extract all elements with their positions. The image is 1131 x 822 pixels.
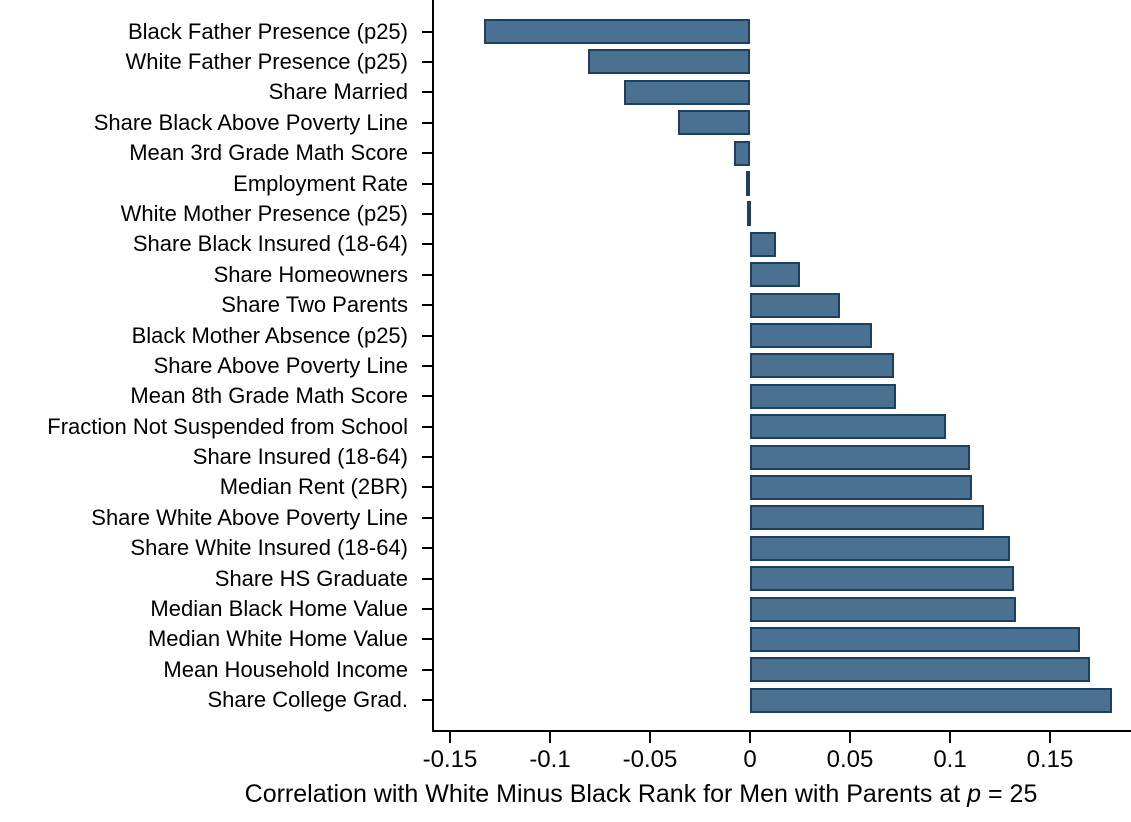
bar xyxy=(624,79,750,105)
category-label: Share White Insured (18-64) xyxy=(130,535,408,561)
category-label: Share Black Above Poverty Line xyxy=(93,109,408,135)
category-label: Mean Household Income xyxy=(163,656,408,682)
bar xyxy=(734,140,750,166)
bar xyxy=(750,414,946,440)
category-label: Share Black Insured (18-64) xyxy=(132,231,408,257)
category-label: White Father Presence (p25) xyxy=(125,48,408,74)
y-tick xyxy=(422,547,433,550)
category-label: Median White Home Value xyxy=(147,626,408,652)
x-tick-label: -0.05 xyxy=(622,746,678,773)
x-tick-label: -0.1 xyxy=(529,746,571,773)
y-tick xyxy=(422,456,433,459)
category-label: Share Married xyxy=(268,79,408,105)
y-tick xyxy=(422,152,433,155)
x-tick xyxy=(749,732,751,743)
category-label: Black Father Presence (p25) xyxy=(127,18,408,44)
category-label: White Mother Presence (p25) xyxy=(120,200,408,226)
y-tick xyxy=(422,425,433,428)
category-label: Share Two Parents xyxy=(221,292,408,318)
category-label: Share HS Graduate xyxy=(214,565,408,591)
category-label: Share College Grad. xyxy=(207,687,408,713)
y-tick xyxy=(422,516,433,519)
x-tick-label: 0.1 xyxy=(933,746,967,773)
category-label: Share Insured (18-64) xyxy=(192,444,408,470)
bar xyxy=(750,626,1080,652)
y-tick xyxy=(422,182,433,185)
y-tick xyxy=(422,304,433,307)
x-axis-title-suffix: = 25 xyxy=(981,780,1038,808)
category-label: Employment Rate xyxy=(233,170,408,196)
y-axis-line xyxy=(432,0,434,732)
y-tick xyxy=(422,334,433,337)
bar xyxy=(750,323,872,348)
y-tick xyxy=(422,121,433,124)
y-tick xyxy=(422,608,433,611)
category-label: Median Black Home Value xyxy=(150,596,408,622)
category-label: Share Above Poverty Line xyxy=(153,352,408,378)
y-tick xyxy=(422,243,433,246)
bar xyxy=(750,535,1010,561)
y-tick xyxy=(422,273,433,276)
x-axis-title-prefix: Correlation with White Minus Black Rank … xyxy=(244,780,968,808)
category-label: Share Homeowners xyxy=(213,261,408,287)
x-axis-title: Correlation with White Minus Black Rank … xyxy=(245,780,1038,809)
y-tick xyxy=(422,395,433,398)
y-tick xyxy=(422,668,433,671)
x-tick xyxy=(849,732,851,743)
bar xyxy=(750,383,896,409)
category-label: Mean 3rd Grade Math Score xyxy=(129,140,408,166)
bar xyxy=(588,49,750,75)
y-tick xyxy=(422,699,433,702)
bar xyxy=(484,19,750,45)
y-tick xyxy=(422,638,433,641)
bar xyxy=(750,687,1112,713)
x-tick xyxy=(649,732,651,743)
x-tick xyxy=(949,732,951,743)
category-label: Black Mother Absence (p25) xyxy=(131,322,408,348)
bar xyxy=(750,262,800,288)
bar xyxy=(750,657,1090,683)
y-tick xyxy=(422,577,433,580)
x-axis-title-italic-p: p xyxy=(967,780,982,808)
category-label: Mean 8th Grade Math Score xyxy=(130,383,408,409)
x-tick xyxy=(449,732,451,743)
bar xyxy=(678,110,750,136)
bar xyxy=(750,231,776,257)
x-tick-label: -0.15 xyxy=(422,746,478,773)
category-label: Median Rent (2BR) xyxy=(219,474,408,500)
category-label: Fraction Not Suspended from School xyxy=(47,413,408,439)
bar xyxy=(750,292,840,318)
bar xyxy=(750,444,970,470)
x-tick-label: 0.15 xyxy=(1026,746,1074,773)
bar xyxy=(750,353,894,379)
y-tick xyxy=(422,60,433,63)
bar xyxy=(750,474,972,500)
bar xyxy=(746,171,750,197)
category-label: Share White Above Poverty Line xyxy=(91,504,408,530)
y-tick xyxy=(422,91,433,94)
bar xyxy=(750,566,1014,592)
y-tick xyxy=(422,212,433,215)
x-tick-label: 0.05 xyxy=(826,746,874,773)
x-tick-label: 0 xyxy=(743,746,757,773)
x-tick xyxy=(1049,732,1051,743)
x-axis-line xyxy=(432,730,1131,732)
bar xyxy=(747,201,751,227)
y-tick xyxy=(422,364,433,367)
x-tick xyxy=(549,732,551,743)
y-tick xyxy=(422,486,433,489)
bar xyxy=(750,596,1016,622)
bar xyxy=(750,505,984,531)
y-tick xyxy=(422,30,433,33)
